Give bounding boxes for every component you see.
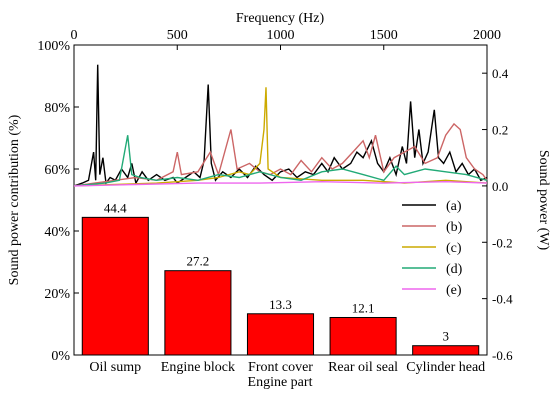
category-label-1: Engine block bbox=[161, 360, 235, 375]
x-top-tick-label: 1500 bbox=[370, 28, 398, 43]
category-label-4: Cylinder head bbox=[406, 360, 485, 375]
legend: (a) (b) (c) (d) (e) bbox=[402, 199, 463, 298]
x-axis-title-bottom: Engine part bbox=[248, 375, 313, 390]
bar-4 bbox=[412, 345, 480, 356]
y-right-tick-label: -0.2 bbox=[492, 235, 513, 250]
bar-value-label-4: 3 bbox=[442, 329, 449, 344]
y-left-tick-label: 60% bbox=[44, 163, 70, 178]
y-left-tick-label: 20% bbox=[44, 287, 70, 302]
line-series-layer bbox=[73, 64, 488, 187]
y-left-tick-label: 0% bbox=[51, 349, 70, 364]
bar-value-label-0: 44.4 bbox=[104, 200, 127, 215]
bar-1 bbox=[164, 270, 232, 356]
bar-value-label-2: 13.3 bbox=[269, 297, 292, 312]
line-series-2 bbox=[73, 87, 488, 187]
legend-label-2: (c) bbox=[446, 241, 462, 256]
bar-0 bbox=[81, 216, 149, 356]
y-left-tick-label: 100% bbox=[37, 39, 70, 54]
y-right-tick-label: -0.4 bbox=[492, 292, 513, 307]
line-series-4 bbox=[73, 180, 488, 187]
x-top-tick-label: 0 bbox=[71, 28, 78, 43]
bar-3 bbox=[329, 316, 397, 356]
axis-layer: 0% 20% 40% 60% 80% 100% -0.6 -0.4 -0.2 0.0 0.2 0.4 0… bbox=[37, 28, 513, 364]
y-right-tick-label: 0.0 bbox=[492, 179, 508, 194]
y-axis-title-left: Sound power contribution (%) bbox=[7, 114, 22, 285]
category-label-3: Rear oil seal bbox=[328, 360, 398, 375]
x-top-tick-label: 1000 bbox=[267, 28, 295, 43]
y-right-tick-label: -0.6 bbox=[492, 348, 513, 363]
y-left-tick-label: 80% bbox=[44, 101, 70, 116]
x-top-tick-label: 500 bbox=[167, 28, 188, 43]
line-series-3 bbox=[73, 135, 488, 187]
x-axis-title-top: Frequency (Hz) bbox=[236, 11, 325, 26]
bar-value-label-1: 27.2 bbox=[187, 254, 210, 269]
bar-2 bbox=[246, 313, 315, 356]
category-label-2: Front cover bbox=[248, 360, 313, 375]
legend-label-1: (b) bbox=[446, 220, 463, 235]
legend-label-4: (e) bbox=[446, 283, 462, 298]
legend-label-3: (d) bbox=[446, 262, 463, 277]
y-right-tick-label: 0.4 bbox=[492, 66, 509, 81]
bar-layer: 44.4 Oil sump 27.2 Engine block 13.3 Front co… bbox=[81, 200, 485, 375]
line-series-0 bbox=[73, 64, 488, 187]
x-top-tick-label: 2000 bbox=[473, 28, 501, 43]
category-label-0: Oil sump bbox=[89, 360, 141, 375]
bar-value-label-3: 12.1 bbox=[352, 300, 375, 315]
legend-label-0: (a) bbox=[446, 199, 462, 214]
y-right-tick-label: 0.2 bbox=[492, 123, 508, 138]
y-left-tick-label: 40% bbox=[44, 225, 70, 240]
line-series-1 bbox=[73, 122, 488, 187]
y-axis-title-right: Sound power (W) bbox=[536, 150, 550, 251]
